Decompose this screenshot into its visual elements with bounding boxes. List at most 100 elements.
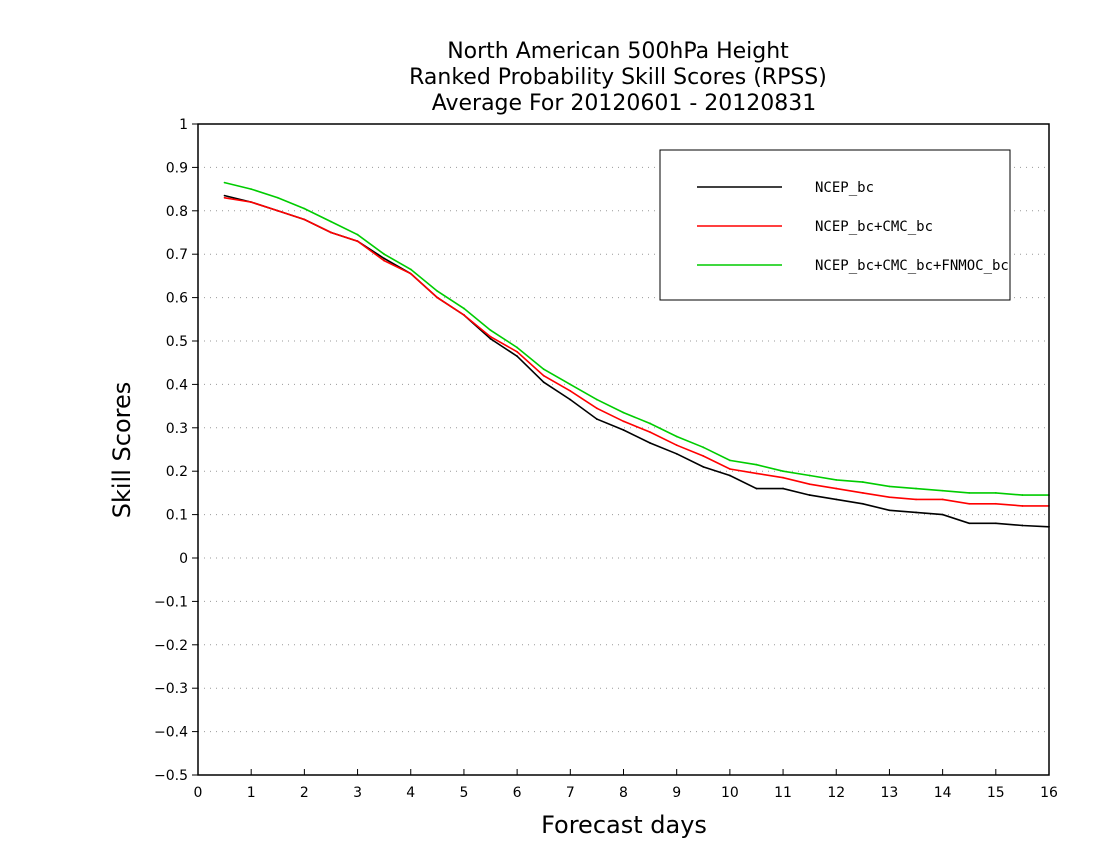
data-point-ncep-bc bbox=[383, 257, 386, 260]
data-point-ncep-bc-cmc-bc bbox=[728, 468, 731, 470]
data-point-ncep-bc-cmc-bc-fnmoc-bc bbox=[915, 487, 917, 490]
legend: NCEP_bc NCEP_bc+CMC_bc NCEP_bc+CMC_bc+FNMO… bbox=[659, 149, 1011, 301]
data-point-ncep-bc-cmc-bc-fnmoc-bc bbox=[596, 398, 598, 401]
data-point-ncep-bc bbox=[808, 494, 811, 496]
x-tick-label: 12 bbox=[827, 785, 845, 801]
y-tick-label: −0.5 bbox=[154, 768, 188, 784]
data-point-ncep-bc bbox=[888, 509, 891, 512]
y-tick-label: 0.5 bbox=[166, 334, 188, 350]
series-line-ncep-bc-cmc-bc bbox=[224, 197, 1049, 507]
x-tick-label: 16 bbox=[1040, 785, 1058, 801]
data-point-ncep-bc bbox=[782, 487, 784, 490]
y-tick-label: −0.3 bbox=[154, 681, 188, 697]
x-tick-label: 1 bbox=[247, 785, 256, 801]
data-point-ncep-bc bbox=[542, 381, 545, 384]
y-axis-title: Skill Scores bbox=[108, 382, 136, 519]
data-point-ncep-bc-cmc-bc-fnmoc-bc bbox=[303, 207, 306, 210]
x-tick-label: 3 bbox=[353, 785, 362, 801]
x-tick-label: 8 bbox=[619, 785, 628, 801]
data-point-ncep-bc-cmc-bc bbox=[463, 314, 465, 316]
data-point-ncep-bc-cmc-bc bbox=[888, 496, 891, 499]
y-tick-label: 0.6 bbox=[166, 291, 188, 307]
plot-frame bbox=[197, 123, 1050, 776]
data-point-ncep-bc bbox=[915, 511, 917, 514]
x-tick-label: 5 bbox=[459, 785, 468, 801]
x-tick-label: 7 bbox=[566, 785, 575, 801]
data-point-ncep-bc bbox=[596, 418, 598, 421]
data-point-ncep-bc-cmc-bc bbox=[1021, 505, 1024, 507]
x-axis-title: Forecast days bbox=[541, 811, 707, 839]
x-tick-label: 13 bbox=[881, 785, 899, 801]
data-point-ncep-bc-cmc-bc bbox=[702, 455, 705, 457]
data-point-ncep-bc-cmc-bc bbox=[356, 240, 359, 243]
data-point-ncep-bc-cmc-bc-fnmoc-bc bbox=[782, 470, 784, 473]
data-point-ncep-bc-cmc-bc-fnmoc-bc bbox=[702, 446, 705, 449]
data-point-ncep-bc bbox=[968, 522, 971, 525]
data-point-ncep-bc-cmc-bc bbox=[861, 492, 864, 494]
y-tick-label: 0.8 bbox=[166, 204, 188, 220]
data-point-ncep-bc-cmc-bc bbox=[941, 498, 944, 501]
y-tick-label: 0 bbox=[179, 551, 188, 567]
y-tick-label: 0.1 bbox=[166, 508, 188, 524]
data-point-ncep-bc-cmc-bc bbox=[994, 502, 997, 505]
data-point-ncep-bc-cmc-bc-fnmoc-bc bbox=[675, 435, 678, 438]
data-point-ncep-bc-cmc-bc-fnmoc-bc bbox=[622, 411, 625, 414]
legend-box bbox=[659, 149, 1011, 301]
legend-label-ncep-bc: NCEP_bc bbox=[815, 180, 874, 196]
data-point-ncep-bc bbox=[489, 337, 492, 340]
data-point-ncep-bc-cmc-bc bbox=[516, 350, 519, 353]
x-tick-label: 2 bbox=[300, 785, 309, 801]
data-point-ncep-bc-cmc-bc-fnmoc-bc bbox=[383, 253, 386, 256]
x-tick-label: 10 bbox=[721, 785, 739, 801]
data-point-ncep-bc-cmc-bc-fnmoc-bc bbox=[808, 474, 811, 477]
y-tick-label: 0.7 bbox=[166, 247, 188, 263]
data-point-ncep-bc-cmc-bc bbox=[915, 498, 917, 501]
data-point-ncep-bc-cmc-bc-fnmoc-bc bbox=[649, 422, 651, 425]
data-point-ncep-bc bbox=[569, 398, 572, 401]
x-tick-label: 14 bbox=[934, 785, 952, 801]
data-point-ncep-bc bbox=[835, 498, 838, 501]
data-point-ncep-bc-cmc-bc-fnmoc-bc bbox=[436, 290, 439, 292]
y-tick-label: 0.2 bbox=[166, 464, 188, 480]
chart-title-line-1: North American 500hPa Height bbox=[447, 39, 789, 64]
data-point-ncep-bc-cmc-bc-fnmoc-bc bbox=[542, 368, 545, 371]
x-tick-label: 4 bbox=[406, 785, 415, 801]
data-point-ncep-bc bbox=[622, 429, 625, 431]
data-point-ncep-bc-cmc-bc bbox=[383, 259, 386, 262]
y-tick-label: 0.4 bbox=[166, 377, 188, 393]
data-point-ncep-bc-cmc-bc bbox=[782, 476, 784, 479]
data-point-ncep-bc-cmc-bc-fnmoc-bc bbox=[463, 307, 465, 310]
data-point-ncep-bc-cmc-bc bbox=[596, 407, 598, 410]
data-point-ncep-bc-cmc-bc bbox=[542, 374, 545, 377]
x-tick-label: 11 bbox=[774, 785, 792, 801]
data-point-ncep-bc-cmc-bc-fnmoc-bc bbox=[861, 481, 864, 483]
data-point-ncep-bc-cmc-bc bbox=[436, 296, 439, 299]
y-tick-label: 1 bbox=[179, 117, 188, 133]
data-point-ncep-bc-cmc-bc bbox=[649, 431, 651, 434]
data-point-ncep-bc-cmc-bc-fnmoc-bc bbox=[276, 196, 279, 199]
data-point-ncep-bc-cmc-bc bbox=[330, 231, 332, 234]
data-point-ncep-bc bbox=[675, 452, 678, 455]
data-point-ncep-bc-cmc-bc bbox=[303, 218, 306, 221]
data-point-ncep-bc-cmc-bc bbox=[223, 196, 226, 199]
data-point-ncep-bc bbox=[516, 355, 519, 358]
chart-title: North American 500hPa Height Ranked Prob… bbox=[409, 39, 827, 116]
data-point-ncep-bc-cmc-bc-fnmoc-bc bbox=[941, 489, 944, 492]
x-tick-label: 15 bbox=[987, 785, 1005, 801]
data-point-ncep-bc-cmc-bc-fnmoc-bc bbox=[888, 485, 891, 488]
data-point-ncep-bc bbox=[941, 513, 944, 516]
data-point-ncep-bc-cmc-bc-fnmoc-bc bbox=[489, 329, 492, 332]
data-point-ncep-bc-cmc-bc-fnmoc-bc bbox=[835, 478, 838, 481]
y-tick-label: −0.2 bbox=[154, 638, 188, 654]
data-point-ncep-bc-cmc-bc-fnmoc-bc bbox=[728, 459, 731, 462]
data-point-ncep-bc bbox=[994, 522, 997, 525]
y-tick-label: 0.9 bbox=[166, 160, 188, 176]
data-point-ncep-bc bbox=[223, 194, 226, 197]
chart-title-line-2: Ranked Probability Skill Scores (RPSS) bbox=[409, 65, 827, 90]
data-point-ncep-bc bbox=[1021, 524, 1024, 527]
data-point-ncep-bc-cmc-bc-fnmoc-bc bbox=[356, 233, 359, 236]
y-tick-label: −0.4 bbox=[154, 725, 188, 741]
legend-label-ncep-bc-cmc-bc-fnmoc-bc: NCEP_bc+CMC_bc+FNMOC_bc bbox=[815, 258, 1009, 274]
data-point-ncep-bc-cmc-bc bbox=[409, 272, 412, 275]
data-point-ncep-bc bbox=[649, 442, 651, 444]
